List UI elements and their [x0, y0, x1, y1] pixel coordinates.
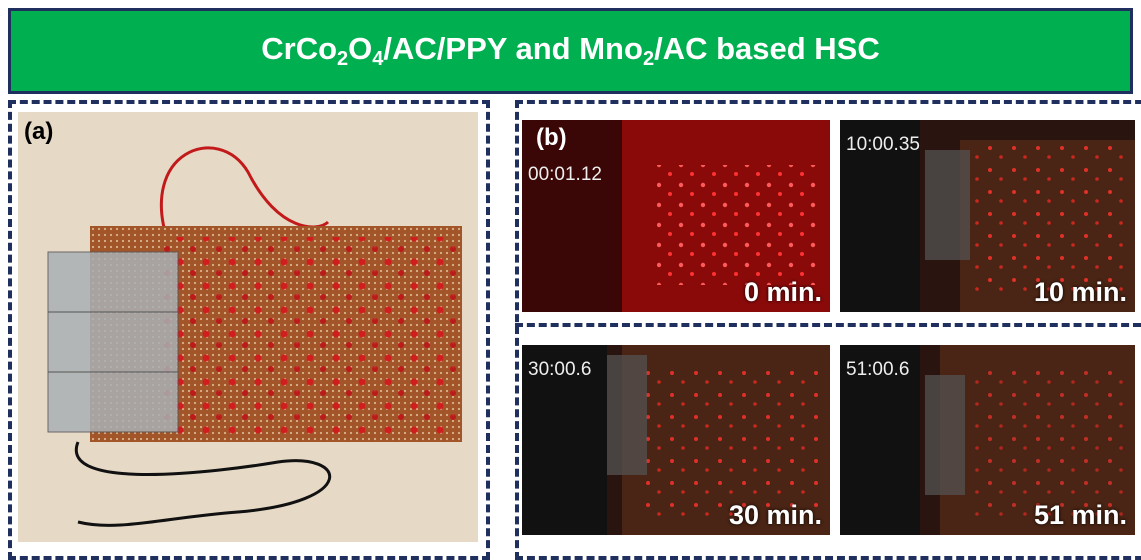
- photo-frame: 00:01.12 (b) 0 min.: [522, 120, 830, 312]
- caption: 30 min.: [729, 500, 822, 531]
- panel-label: (b): [536, 124, 567, 152]
- title: CrCo2O4/AC/PPY and Mno2/AC based HSC: [261, 31, 879, 71]
- timer: 51:00.6: [846, 359, 909, 381]
- panel-b-divider: [515, 323, 1141, 327]
- caption: 10 min.: [1034, 277, 1127, 308]
- panel-label: (a): [24, 118, 53, 146]
- title-part: CrCo: [261, 31, 337, 66]
- title-sub: 2: [643, 48, 654, 70]
- photo-frame: 51:00.6 51 min.: [840, 345, 1135, 535]
- title-banner: CrCo2O4/AC/PPY and Mno2/AC based HSC: [8, 8, 1133, 94]
- timer: 10:00.35: [846, 134, 920, 156]
- page: CrCo2O4/AC/PPY and Mno2/AC based HSC (a)…: [0, 0, 1141, 545]
- photo-a-drawing: [18, 112, 478, 542]
- photo-frame: 30:00.6 30 min.: [522, 345, 830, 535]
- title-part: O: [348, 31, 372, 66]
- title-sub: 4: [372, 48, 383, 70]
- photo-frame: 10:00.35 10 min.: [840, 120, 1135, 312]
- timer: 30:00.6: [528, 359, 591, 381]
- caption: 0 min.: [744, 277, 822, 308]
- title-sub: 2: [337, 48, 348, 70]
- title-part: /AC based HSC: [654, 31, 880, 66]
- title-part: /AC/PPY and Mno: [383, 31, 643, 66]
- timer: 00:01.12: [528, 164, 602, 186]
- photo-a: (a): [18, 112, 478, 542]
- caption: 51 min.: [1034, 500, 1127, 531]
